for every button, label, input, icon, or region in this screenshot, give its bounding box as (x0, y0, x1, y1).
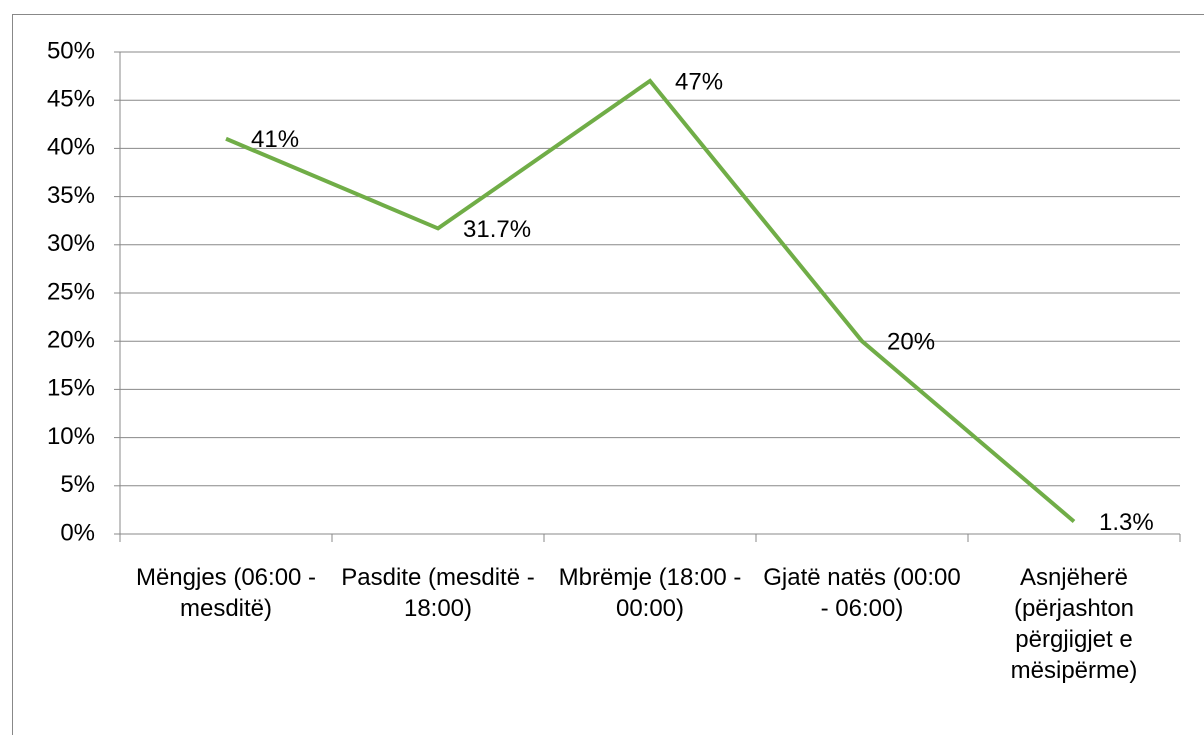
y-tick-label: 15% (47, 375, 95, 402)
x-tick-label: Mëngjes (06:00 - mesditë) (135, 564, 317, 622)
chart-border (12, 14, 1204, 735)
y-tick-label: 40% (47, 134, 95, 161)
y-tick-label: 20% (47, 327, 95, 354)
data-label: 1.3% (1099, 509, 1154, 536)
x-tick-label: Pasdite (mesditë - 18:00) (341, 564, 535, 622)
y-tick-label: 50% (47, 37, 95, 64)
data-label: 41% (251, 126, 299, 153)
y-tick-label: 5% (60, 471, 95, 498)
line (225, 78, 1076, 523)
data-label: 47% (675, 68, 723, 95)
y-tick-label: 45% (47, 86, 95, 113)
data-label: 20% (887, 329, 935, 356)
data-label: 31.7% (463, 216, 531, 243)
x-tick-label: Gjatë natës (00:00 - 06:00) (763, 564, 961, 622)
x-tick-label: Mbrëmje (18:00 - 00:00) (558, 564, 742, 622)
y-tick-label: 25% (47, 278, 95, 305)
x-tick-label: Asnjëherë (përjashton përgjigjet e mësip… (1010, 564, 1138, 684)
y-tick-label: 30% (47, 230, 95, 257)
y-tick-label: 35% (47, 182, 95, 209)
y-tick-label: 10% (47, 423, 95, 450)
y-tick-label: 0% (60, 519, 95, 546)
